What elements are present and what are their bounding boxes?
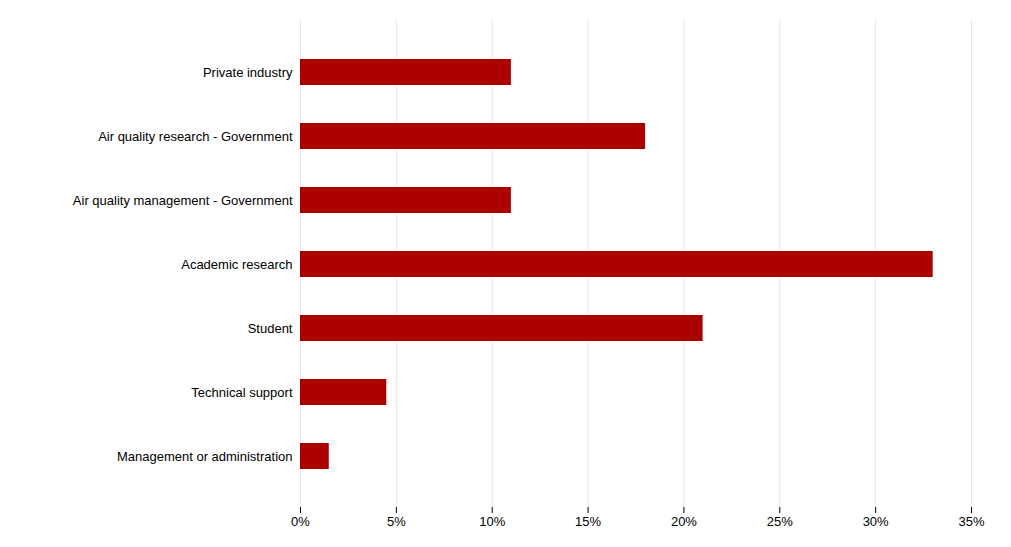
svg-text:5%: 5%: [387, 514, 406, 529]
svg-text:Academic research: Academic research: [181, 257, 292, 272]
svg-text:Private industry: Private industry: [203, 65, 293, 80]
svg-text:Student: Student: [248, 321, 293, 336]
svg-text:Air quality management - Gover: Air quality management - Government: [73, 193, 293, 208]
svg-text:15%: 15%: [575, 514, 601, 529]
svg-text:35%: 35%: [958, 514, 984, 529]
svg-text:0%: 0%: [291, 514, 310, 529]
svg-text:25%: 25%: [767, 514, 793, 529]
svg-text:10%: 10%: [479, 514, 505, 529]
svg-text:30%: 30%: [863, 514, 889, 529]
svg-text:Air quality research - Governm: Air quality research - Government: [98, 129, 293, 144]
svg-text:Management or administration: Management or administration: [117, 449, 293, 464]
svg-text:20%: 20%: [671, 514, 697, 529]
svg-text:Technical support: Technical support: [191, 385, 293, 400]
